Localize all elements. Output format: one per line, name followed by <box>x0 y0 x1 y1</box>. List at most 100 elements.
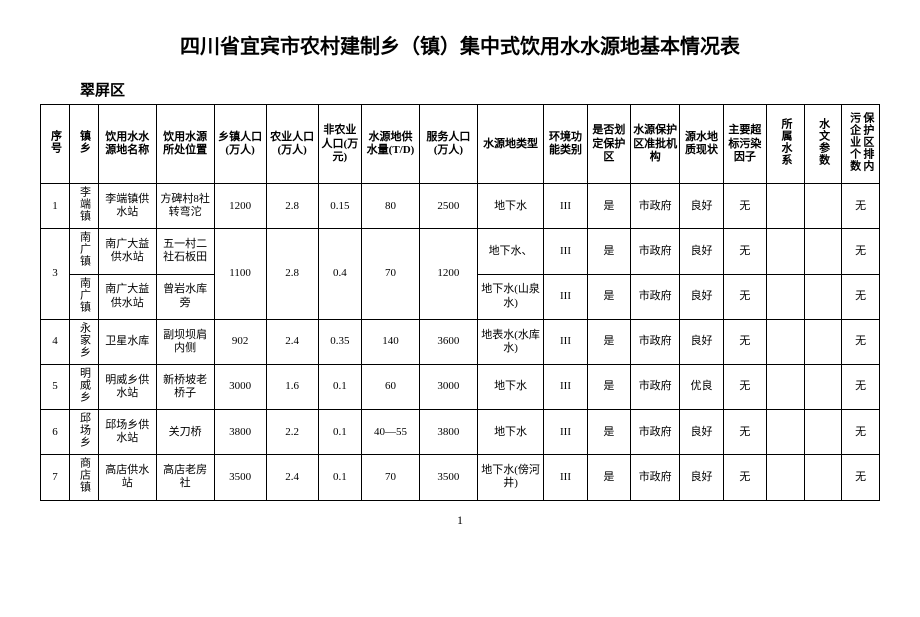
col-enterprise: 保护区排内污企业个数 <box>842 105 880 184</box>
cell-source-loc: 关刀桥 <box>156 410 214 455</box>
cell-hydro <box>804 455 842 500</box>
cell-approve: 市政府 <box>631 274 680 319</box>
cell-zone: 是 <box>587 455 630 500</box>
cell-serve: 3800 <box>419 410 477 455</box>
cell-seq: 3 <box>41 229 70 319</box>
col-source-loc: 饮用水源所处位置 <box>156 105 214 184</box>
cell-zone: 是 <box>587 229 630 274</box>
cell-ent: 无 <box>842 364 880 409</box>
table-row: 6邱场乡邱场乡供水站关刀桥38002.20.140—553800地下水III是市… <box>41 410 880 455</box>
cell-seq: 4 <box>41 319 70 364</box>
table-row: 5明威乡明威乡供水站新桥坡老桥子30001.60.1603000地下水III是市… <box>41 364 880 409</box>
cell-quality: 优良 <box>680 364 723 409</box>
col-quality: 源水地质现状 <box>680 105 723 184</box>
cell-town: 商店镇 <box>69 455 98 500</box>
cell-type: 地下水(傍河井) <box>477 455 544 500</box>
cell-quality: 良好 <box>680 184 723 229</box>
col-seq: 序号 <box>41 105 70 184</box>
col-factor: 主要超标污染因子 <box>723 105 766 184</box>
cell-town: 南广镇 <box>69 229 98 274</box>
cell-river <box>767 274 805 319</box>
col-supply: 水源地供水量(T/D) <box>362 105 420 184</box>
cell-supply: 40—55 <box>362 410 420 455</box>
cell-hydro <box>804 184 842 229</box>
cell-serve: 1200 <box>419 229 477 319</box>
cell-env: III <box>544 410 587 455</box>
water-source-table: 序号 镇乡 饮用水水源地名称 饮用水源所处位置 乡镇人口(万人) 农业人口(万人… <box>40 104 880 501</box>
cell-source-name: 李端镇供水站 <box>98 184 156 229</box>
cell-factor: 无 <box>723 410 766 455</box>
col-town-pop: 乡镇人口(万人) <box>214 105 266 184</box>
cell-factor: 无 <box>723 319 766 364</box>
cell-supply: 60 <box>362 364 420 409</box>
cell-source-name: 邱场乡供水站 <box>98 410 156 455</box>
cell-seq: 7 <box>41 455 70 500</box>
cell-env: III <box>544 455 587 500</box>
col-town: 镇乡 <box>69 105 98 184</box>
cell-river <box>767 319 805 364</box>
cell-source-name: 高店供水站 <box>98 455 156 500</box>
cell-source-loc: 高店老房社 <box>156 455 214 500</box>
cell-nonagri: 0.1 <box>318 410 361 455</box>
cell-zone: 是 <box>587 184 630 229</box>
cell-factor: 无 <box>723 364 766 409</box>
table-row: 4永家乡卫星水库副坝坝肩内侧9022.40.351403600地表水(水库水)I… <box>41 319 880 364</box>
cell-type: 地下水 <box>477 410 544 455</box>
cell-approve: 市政府 <box>631 319 680 364</box>
cell-quality: 良好 <box>680 410 723 455</box>
cell-town: 南广镇 <box>69 274 98 319</box>
table-row: 7商店镇高店供水站高店老房社35002.40.1703500地下水(傍河井)II… <box>41 455 880 500</box>
cell-ent: 无 <box>842 455 880 500</box>
cell-source-loc: 副坝坝肩内侧 <box>156 319 214 364</box>
cell-supply: 140 <box>362 319 420 364</box>
cell-factor: 无 <box>723 274 766 319</box>
cell-source-loc: 五一村二社石板田 <box>156 229 214 274</box>
cell-source-name: 卫星水库 <box>98 319 156 364</box>
cell-ent: 无 <box>842 274 880 319</box>
cell-env: III <box>544 184 587 229</box>
cell-pop: 3000 <box>214 364 266 409</box>
cell-river <box>767 364 805 409</box>
page-number: 1 <box>40 513 880 528</box>
cell-quality: 良好 <box>680 319 723 364</box>
cell-type: 地下水(山泉水) <box>477 274 544 319</box>
col-env-class: 环境功能类别 <box>544 105 587 184</box>
cell-nonagri: 0.4 <box>318 229 361 319</box>
cell-river <box>767 455 805 500</box>
cell-type: 地表水(水库水) <box>477 319 544 364</box>
cell-factor: 无 <box>723 184 766 229</box>
cell-supply: 80 <box>362 184 420 229</box>
cell-source-loc: 新桥坡老桥子 <box>156 364 214 409</box>
cell-source-name: 南广大益供水站 <box>98 229 156 274</box>
cell-town: 李端镇 <box>69 184 98 229</box>
cell-town: 永家乡 <box>69 319 98 364</box>
cell-river <box>767 410 805 455</box>
cell-agri: 2.2 <box>266 410 318 455</box>
cell-approve: 市政府 <box>631 410 680 455</box>
table-body: 1李端镇李端镇供水站方碑村8社转弯沱12002.80.15802500地下水II… <box>41 184 880 500</box>
cell-ent: 无 <box>842 229 880 274</box>
col-hydro: 水文参数 <box>804 105 842 184</box>
cell-supply: 70 <box>362 455 420 500</box>
cell-agri: 2.4 <box>266 455 318 500</box>
col-source-name: 饮用水水源地名称 <box>98 105 156 184</box>
cell-zone: 是 <box>587 410 630 455</box>
page-title: 四川省宜宾市农村建制乡（镇）集中式饮用水水源地基本情况表 <box>40 30 880 59</box>
cell-serve: 3000 <box>419 364 477 409</box>
cell-quality: 良好 <box>680 274 723 319</box>
cell-town: 明威乡 <box>69 364 98 409</box>
table-row: 3南广镇南广大益供水站五一村二社石板田11002.80.4701200地下水、I… <box>41 229 880 274</box>
cell-supply: 70 <box>362 229 420 319</box>
cell-serve: 2500 <box>419 184 477 229</box>
cell-town: 邱场乡 <box>69 410 98 455</box>
cell-source-name: 南广大益供水站 <box>98 274 156 319</box>
cell-quality: 良好 <box>680 455 723 500</box>
cell-seq: 6 <box>41 410 70 455</box>
cell-env: III <box>544 274 587 319</box>
cell-type: 地下水 <box>477 364 544 409</box>
cell-hydro <box>804 274 842 319</box>
col-nonagri-pop: 非农业人口(万元) <box>318 105 361 184</box>
col-agri-pop: 农业人口(万人) <box>266 105 318 184</box>
cell-pop: 3800 <box>214 410 266 455</box>
cell-river <box>767 184 805 229</box>
